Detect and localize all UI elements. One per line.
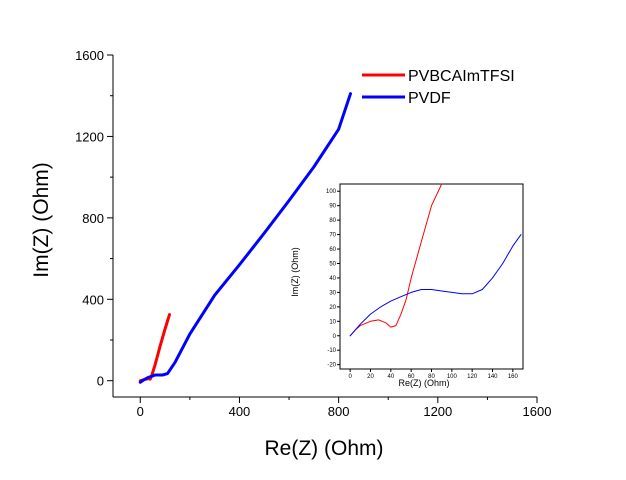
y-tick-label: 40 — [329, 276, 336, 282]
x-tick-label: 0 — [348, 374, 352, 380]
inset-frame — [339, 183, 524, 370]
inset-plot — [349, 183, 522, 337]
legend-label-pvbcaimtfsi: PVBCAImTFSI — [408, 68, 515, 85]
y-tick-label: 20 — [329, 305, 336, 311]
y-tick-label: 80 — [329, 218, 336, 224]
y-tick-label: 60 — [329, 247, 336, 253]
y-tick-label: 0 — [97, 374, 104, 389]
y-tick-label: 1600 — [75, 48, 104, 63]
x-tick-label: 140 — [487, 374, 498, 380]
x-tick-label: 160 — [508, 374, 519, 380]
legend-label-pvdf: PVDF — [408, 90, 451, 107]
x-tick-label: 120 — [467, 374, 478, 380]
y-tick-label: 90 — [329, 204, 336, 210]
y-tick-label: 70 — [329, 233, 336, 239]
x-tick-label: 80 — [428, 374, 435, 380]
x-tick-label: 800 — [328, 404, 350, 419]
series-line-pvbcaimtfsi — [349, 183, 443, 337]
y-tick-label: -10 — [327, 348, 336, 354]
y-tick-label: 100 — [326, 189, 337, 195]
x-tick-label: 40 — [387, 374, 394, 380]
x-axis-title: Re(Z) (Ohm) — [265, 437, 384, 460]
y-tick-label: 50 — [329, 261, 336, 267]
inset-chart: 0 20 40 60 80 100 120 140 160 -20 -10 0 10 20 30 40 50 60… — [290, 183, 524, 388]
x-tick-label: 0 — [137, 404, 144, 419]
y-tick-label: 30 — [329, 290, 336, 296]
inset-x-axis-title: Re(Z) (Ohm) — [399, 378, 450, 388]
series-line-pvdf — [138, 92, 352, 384]
y-tick-label: 0 — [333, 334, 337, 340]
y-tick-label: -20 — [327, 363, 336, 369]
y-tick-label: 800 — [82, 211, 104, 226]
x-tick-label: 60 — [408, 374, 415, 380]
series-line-pvdf — [349, 234, 522, 337]
y-axis-title: Im(Z) (Ohm) — [30, 162, 53, 277]
x-tick-label: 1600 — [523, 404, 552, 419]
inset-y-axis-title: Im(Z) (Ohm) — [290, 247, 300, 297]
main-plot — [138, 92, 352, 384]
x-tick-label: 20 — [367, 374, 374, 380]
x-tick-label: 100 — [447, 374, 458, 380]
legend: PVBCAImTFSI PVDF — [362, 68, 515, 107]
series-line-pvbcaimtfsi — [138, 313, 171, 383]
y-tick-label: 400 — [82, 292, 104, 307]
x-tick-label: 400 — [229, 404, 251, 419]
x-tick-label: 1200 — [423, 404, 452, 419]
inset-ticks: 0 20 40 60 80 100 120 140 160 -20 -10 0 10 20 30 40 50 60… — [326, 189, 519, 380]
y-tick-label: 10 — [329, 319, 336, 325]
y-tick-label: 1200 — [75, 129, 104, 144]
